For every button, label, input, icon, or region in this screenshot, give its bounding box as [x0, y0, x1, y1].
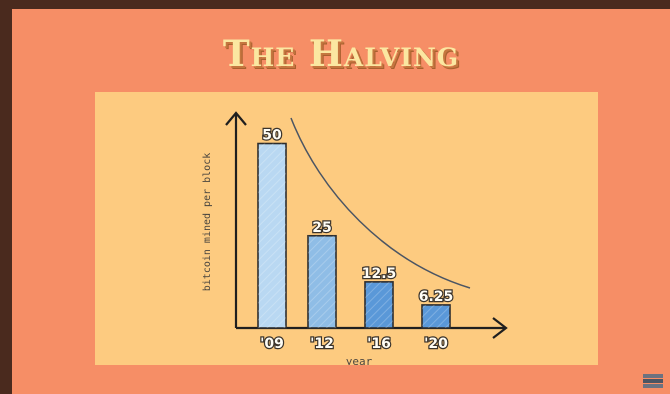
decay-curve: [290, 117, 471, 289]
bar-1: [307, 234, 337, 329]
y-axis: [225, 111, 247, 328]
bar-2: [364, 281, 394, 329]
halving-chart: 50 25 12.5 6.25 '09 '12 '16 '20 year bitcoin m…: [202, 111, 508, 365]
bar-value-label: 6.25: [419, 289, 454, 305]
x-tick-label: '09: [260, 336, 284, 352]
bar-0: [257, 142, 287, 329]
bar-texture: [365, 281, 393, 328]
bar-value-label: 50: [262, 128, 282, 144]
bar-texture: [258, 143, 286, 328]
bar-value-label: 25: [312, 220, 331, 236]
chart-panel: 50 25 12.5 6.25 '09 '12 '16 '20 year bitcoin m…: [95, 92, 598, 365]
bar-3: [421, 304, 451, 329]
x-tick-label: '12: [310, 336, 334, 352]
x-tick-label: '20: [424, 336, 448, 352]
y-axis-label: bitcoin mined per block: [202, 153, 213, 291]
slide: The Halving 50 25 12.5 6.25 '09'1: [12, 9, 670, 394]
x-tick-label: '16: [367, 336, 391, 352]
stacked-books-icon: [643, 374, 663, 388]
bar-texture: [308, 235, 336, 328]
x-axis-label: year: [346, 355, 373, 365]
bar-value-label: 12.5: [362, 266, 397, 282]
slide-title: The Halving: [222, 33, 460, 75]
bar-texture: [422, 304, 450, 328]
